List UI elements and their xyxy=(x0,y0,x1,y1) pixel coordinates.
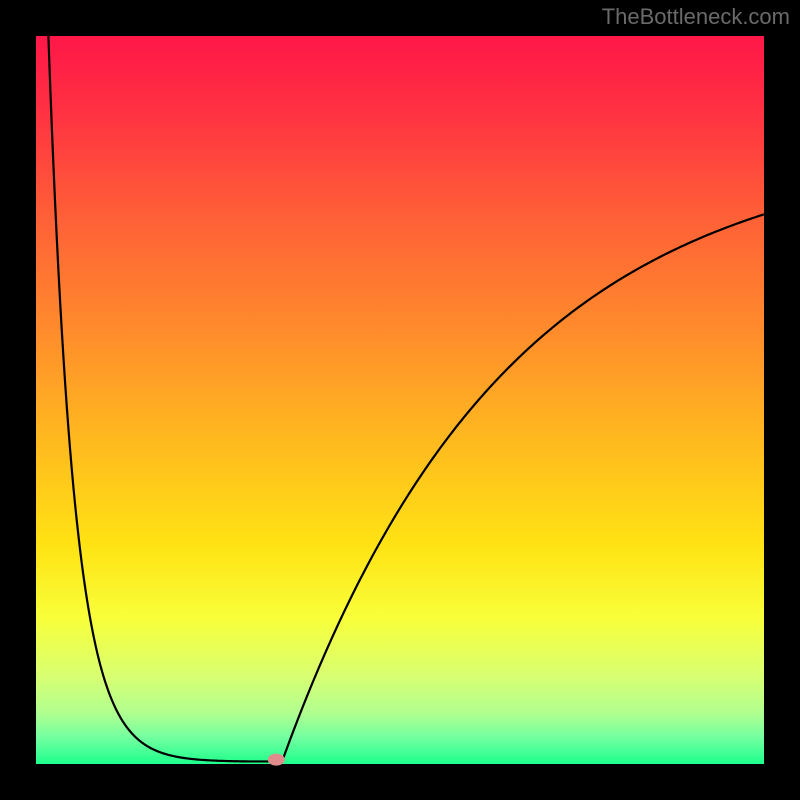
optimum-marker xyxy=(268,754,285,766)
chart-container: TheBottleneck.com xyxy=(0,0,800,800)
plot-background xyxy=(36,36,764,764)
bottleneck-chart xyxy=(0,0,800,800)
attribution-text: TheBottleneck.com xyxy=(602,4,790,30)
